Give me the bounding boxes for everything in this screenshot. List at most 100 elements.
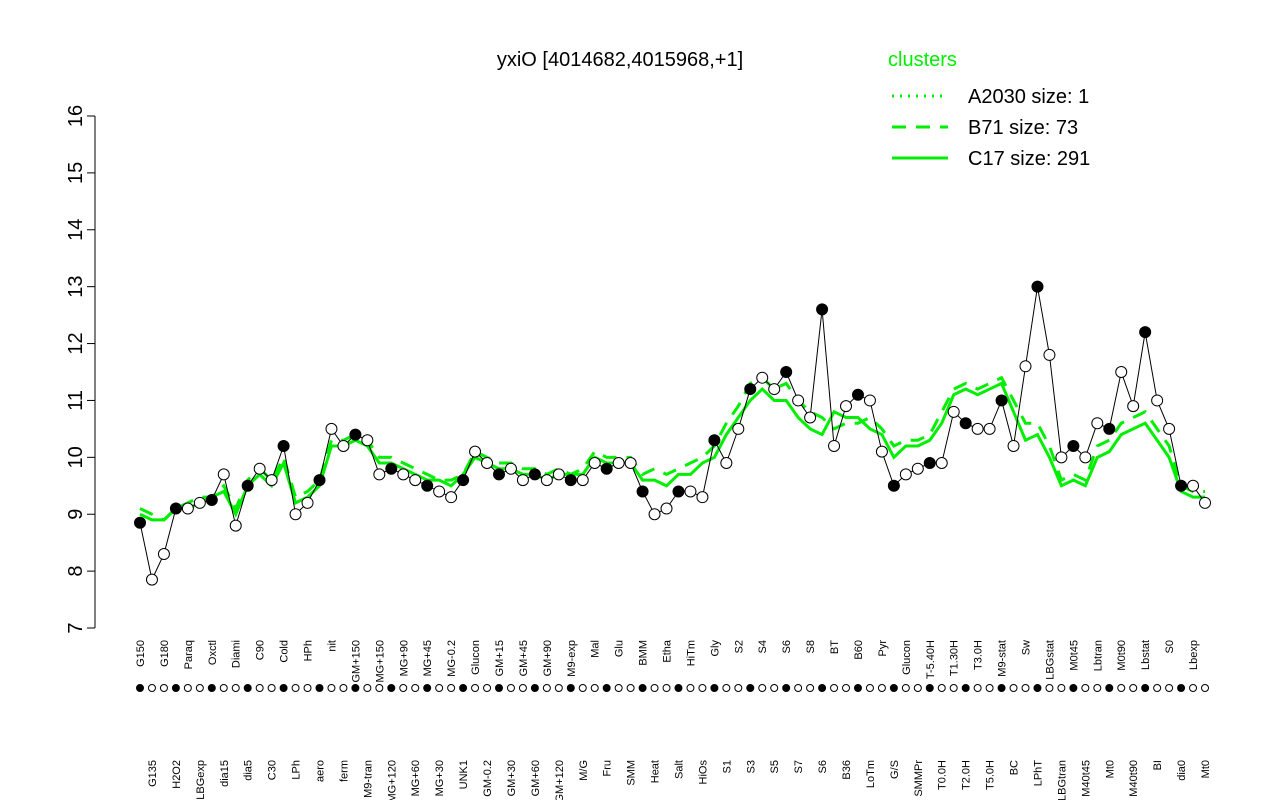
- point: [840, 400, 853, 413]
- rug-point: [997, 684, 1006, 692]
- y-tick-label: 7: [65, 622, 87, 633]
- x-tick-label: Sw: [1021, 640, 1033, 655]
- x-tick-label: C30: [267, 760, 279, 780]
- point: [1007, 439, 1020, 452]
- rug-point: [506, 684, 515, 692]
- x-tick-label: Gly: [709, 640, 721, 657]
- rug-point: [1117, 684, 1126, 692]
- x-tick-label: Paraq: [183, 640, 195, 669]
- point: [373, 468, 386, 481]
- x-tick-label: Lbstat: [1140, 640, 1152, 670]
- y-tick-label: 12: [65, 332, 87, 354]
- rug-point: [602, 684, 611, 692]
- rug-point: [351, 684, 360, 692]
- point: [1031, 280, 1044, 293]
- x-tick-label: M40t45: [1080, 760, 1092, 797]
- x-tick-label: Mt0: [1200, 760, 1212, 778]
- legend-label: B71 size: 73: [968, 117, 1078, 139]
- point: [169, 502, 182, 515]
- rug-point: [758, 684, 767, 692]
- x-tick-label: T0.0H: [937, 760, 949, 790]
- x-tick-label: Oxctl: [207, 640, 219, 665]
- point: [1199, 496, 1211, 509]
- rug-point: [1189, 684, 1198, 692]
- x-tick-label: LBGstat: [1044, 640, 1056, 680]
- legend-label: C17 size: 291: [968, 148, 1090, 170]
- point: [1187, 479, 1200, 492]
- point: [588, 457, 601, 470]
- x-tick-label: GM+30: [506, 760, 518, 796]
- rug-point: [387, 684, 396, 692]
- rug-point: [411, 684, 420, 692]
- point: [828, 439, 841, 452]
- point: [923, 457, 936, 470]
- x-tick-label: LBGexp: [195, 760, 207, 800]
- point: [289, 508, 302, 521]
- rug-point: [207, 684, 216, 692]
- x-tick-label: LPhT: [1032, 760, 1044, 787]
- rug-point: [136, 684, 144, 692]
- rug-point: [889, 684, 898, 692]
- rug-point: [423, 684, 432, 692]
- rug-point: [746, 684, 755, 692]
- rug-point: [806, 684, 815, 692]
- point: [780, 366, 793, 378]
- point: [361, 434, 374, 447]
- x-tick-label: MG+120: [386, 760, 398, 800]
- rug-point: [830, 684, 839, 692]
- point: [516, 474, 529, 487]
- rug-point: [662, 684, 671, 692]
- rug-point: [530, 684, 539, 692]
- rug-point: [937, 684, 946, 692]
- point: [181, 502, 194, 515]
- x-tick-label: T5.0H: [985, 760, 997, 790]
- y-tick-label: 15: [65, 162, 87, 184]
- x-tick-label: Glu: [614, 640, 626, 657]
- point: [792, 394, 805, 407]
- point: [433, 485, 446, 498]
- y-tick-label: 8: [65, 566, 87, 577]
- rug-point: [794, 684, 803, 692]
- rug-point: [459, 684, 468, 692]
- rug-point: [973, 684, 982, 692]
- x-tick-label: M/G: [578, 760, 590, 781]
- x-tick-label: M9-tran: [362, 760, 374, 798]
- x-tick-label: S3: [745, 760, 757, 773]
- x-tick-label: S0: [1164, 640, 1176, 653]
- rug-point: [650, 684, 659, 692]
- x-tick-label: C90: [255, 640, 267, 660]
- y-tick-label: 11: [65, 390, 87, 411]
- x-tick-label: G135: [147, 760, 159, 787]
- rug-point: [518, 684, 527, 692]
- point: [1067, 439, 1080, 452]
- point: [935, 457, 948, 470]
- x-tick-label: S6: [781, 640, 793, 653]
- point: [1043, 348, 1056, 361]
- rug-point: [1093, 684, 1102, 692]
- rug-point: [399, 684, 408, 692]
- rug-point: [219, 684, 228, 692]
- point: [1019, 360, 1032, 373]
- x-tick-label: Mt0: [1104, 760, 1116, 778]
- rug-point: [614, 684, 623, 692]
- x-tick-label: GM+150: [350, 640, 362, 683]
- x-tick-label: LBGtran: [1056, 760, 1068, 800]
- point: [648, 508, 661, 521]
- x-tick-label: BT: [829, 640, 841, 654]
- point: [708, 434, 721, 447]
- point: [600, 462, 613, 475]
- x-tick-label: MG-0.2: [446, 640, 458, 677]
- rug-point: [949, 684, 958, 692]
- rug-point: [1153, 684, 1162, 692]
- point: [445, 491, 458, 504]
- x-tick-label: Fru: [602, 760, 614, 777]
- rug-point: [1009, 684, 1018, 692]
- x-tick-label: Etha: [662, 639, 674, 663]
- point: [899, 468, 912, 481]
- point: [684, 485, 697, 498]
- rug-point: [183, 684, 192, 692]
- point: [744, 383, 757, 396]
- point: [265, 474, 278, 487]
- point: [157, 548, 170, 561]
